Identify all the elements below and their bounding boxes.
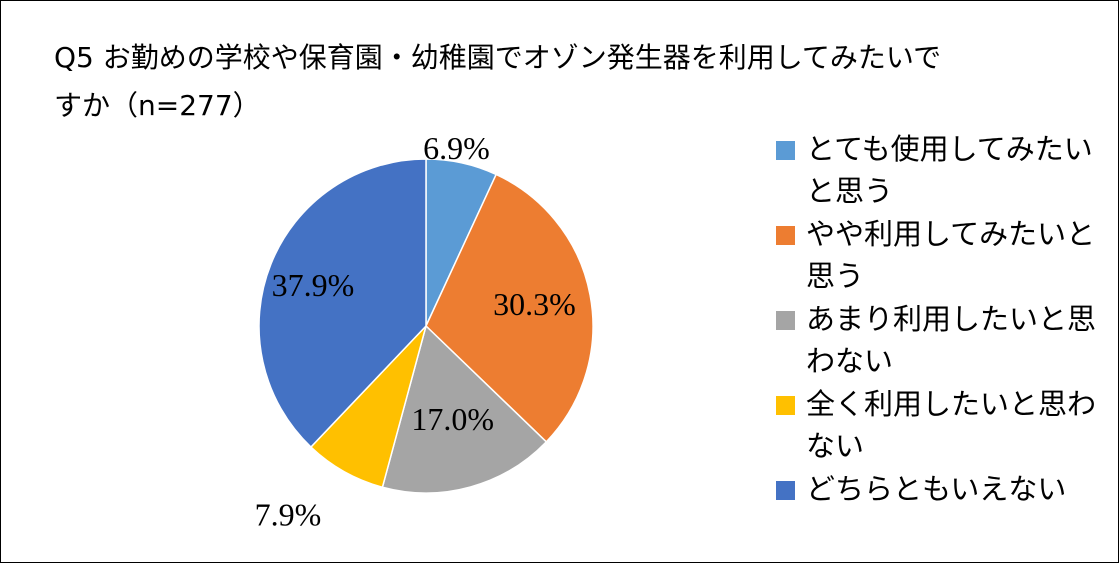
legend-label: どちらともいえない (806, 472, 1067, 506)
pie-slice (381, 324, 548, 494)
legend-item: 全く利用したいと思わない (776, 383, 1106, 467)
legend-swatch (776, 481, 795, 500)
pie-slice (425, 173, 594, 443)
legend-item: とても使用してみたいと思う (776, 128, 1106, 212)
legend-item: やや利用してみたいと思う (776, 213, 1106, 297)
data-label: 6.9% (423, 130, 490, 166)
legend: とても使用してみたいと思う やや利用してみたいと思う あまり利用したいと思わない 全く… (776, 128, 1106, 511)
data-label: 17.0% (411, 401, 494, 437)
legend-swatch (776, 226, 795, 245)
legend-swatch (776, 311, 795, 330)
legend-item: どちらともいえない (776, 468, 1106, 510)
pie-slices (258, 158, 594, 494)
pie-slice (258, 158, 427, 449)
pie-labels: 6.9% 30.3% 17.0% 7.9% 37.9% (255, 130, 576, 533)
legend-label: やや利用してみたいと思う (806, 217, 1096, 293)
chart-title: Q5 お勤めの学校や保育園・幼稚園でオゾン発生器を利用してみたいですか（n=27… (54, 41, 942, 122)
legend-item: あまり利用したいと思わない (776, 298, 1106, 382)
legend-label: あまり利用したいと思わない (806, 302, 1097, 378)
legend-label: 全く利用したいと思わない (806, 387, 1097, 463)
data-label: 37.9% (272, 267, 355, 303)
legend-swatch (776, 396, 795, 415)
legend-label: とても使用してみたいと思う (806, 132, 1093, 208)
legend-swatch (776, 141, 795, 160)
data-label: 30.3% (493, 286, 576, 322)
data-label: 7.9% (255, 497, 322, 533)
